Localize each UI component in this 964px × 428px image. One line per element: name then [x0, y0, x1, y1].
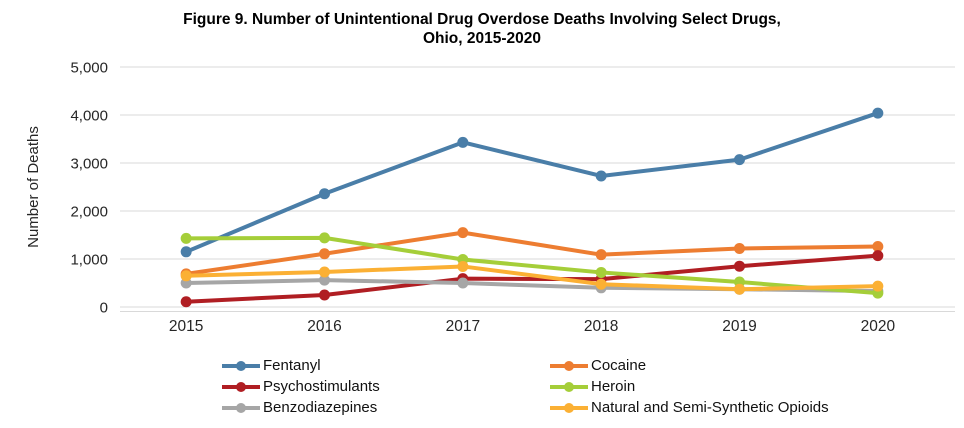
- series-line-fentanyl: [184, 111, 880, 254]
- x-tick-label: 2017: [446, 318, 480, 335]
- natural-semi-synthetic-opioids-line-marker-icon: [550, 401, 588, 415]
- legend-label-heroin: Heroin: [591, 378, 636, 395]
- series-point-benzodiazepines: [319, 274, 330, 286]
- legend-column-right: Cocaine Heroin Natural and Semi-Syntheti…: [550, 357, 829, 420]
- series-point-fentanyl: [872, 107, 884, 119]
- y-tick-label: 5,000: [70, 60, 108, 77]
- series-point-fentanyl: [180, 246, 192, 258]
- series-line-psychostimulants: [184, 253, 880, 304]
- benzodiazepines-line-marker-icon: [222, 401, 260, 415]
- cocaine-line-marker-icon: [550, 359, 588, 373]
- y-axis-title: Number of Deaths: [25, 126, 42, 248]
- x-tick-label: 2015: [169, 318, 203, 335]
- series-point-psychostimulants: [734, 260, 745, 272]
- chart-title-line-2: Ohio, 2015-2020: [422, 30, 542, 47]
- legend-item-cocaine: Cocaine: [550, 357, 829, 374]
- series-point-cocaine: [734, 242, 745, 254]
- series-point-natural-and-semi-synthetic-opioids: [872, 280, 884, 292]
- series-point-heroin: [595, 266, 607, 278]
- series-point-cocaine: [595, 249, 607, 261]
- series-point-natural-and-semi-synthetic-opioids: [319, 266, 330, 278]
- x-tick-label: 2018: [584, 318, 618, 335]
- series-point-natural-and-semi-synthetic-opioids: [734, 283, 745, 295]
- chart-title-line-1: Figure 9. Number of Unintentional Drug O…: [183, 11, 781, 28]
- series-point-fentanyl: [319, 188, 330, 200]
- series-point-benzodiazepines: [457, 277, 469, 289]
- x-tick-label: 2019: [722, 318, 756, 335]
- y-tick-label: 0: [100, 300, 108, 317]
- legend-item-heroin: Heroin: [550, 378, 829, 395]
- series-point-psychostimulants: [319, 289, 330, 301]
- series-point-natural-and-semi-synthetic-opioids: [457, 260, 469, 272]
- legend-label-benzodiazepines: Benzodiazepines: [263, 399, 378, 416]
- legend-item-psychostimulants: Psychostimulants: [222, 378, 380, 395]
- series-line-natural-and-semi-synthetic-opioids: [184, 264, 880, 292]
- legend-item-benzodiazepines: Benzodiazepines: [222, 399, 380, 416]
- x-tick-label: 2020: [861, 318, 896, 335]
- y-tick-label: 2,000: [70, 204, 108, 221]
- series-point-cocaine: [872, 241, 884, 253]
- y-tick-label: 3,000: [70, 156, 108, 173]
- legend-item-natural-semi-synthetic-opioids: Natural and Semi-Synthetic Opioids: [550, 399, 829, 416]
- series-point-cocaine: [457, 227, 469, 239]
- chart-title: Figure 9. Number of Unintentional Drug O…: [0, 10, 964, 48]
- legend-column-left: Fentanyl Psychostimulants Benzodiazepine…: [222, 357, 380, 420]
- series-point-natural-and-semi-synthetic-opioids: [180, 270, 192, 282]
- series-point-heroin: [319, 232, 330, 244]
- y-tick-label: 4,000: [70, 108, 108, 125]
- series-point-fentanyl: [595, 170, 607, 182]
- series-point-fentanyl: [457, 136, 469, 148]
- series-line-cocaine: [184, 230, 880, 276]
- psychostimulants-line-marker-icon: [222, 380, 260, 394]
- series-line-heroin: [184, 235, 880, 296]
- legend-item-fentanyl: Fentanyl: [222, 357, 380, 374]
- legend-label-cocaine: Cocaine: [591, 357, 647, 374]
- series-point-fentanyl: [734, 154, 745, 166]
- series-point-psychostimulants: [180, 296, 192, 308]
- y-tick-label: 1,000: [70, 252, 108, 269]
- x-tick-label: 2016: [307, 318, 341, 335]
- legend-label-natural-semi-synthetic-opioids: Natural and Semi-Synthetic Opioids: [591, 399, 829, 416]
- series-point-cocaine: [319, 248, 330, 260]
- series-point-natural-and-semi-synthetic-opioids: [595, 278, 607, 290]
- heroin-line-marker-icon: [550, 380, 588, 394]
- legend-label-psychostimulants: Psychostimulants: [263, 378, 380, 395]
- fentanyl-line-marker-icon: [222, 359, 260, 373]
- series-point-psychostimulants: [872, 250, 884, 262]
- series-point-heroin: [180, 232, 192, 244]
- legend-label-fentanyl: Fentanyl: [263, 357, 321, 374]
- chart-plot-area: 0 1,000 2,000 3,000 4,000 5,000 2015 2016 2017 20…: [25, 60, 955, 335]
